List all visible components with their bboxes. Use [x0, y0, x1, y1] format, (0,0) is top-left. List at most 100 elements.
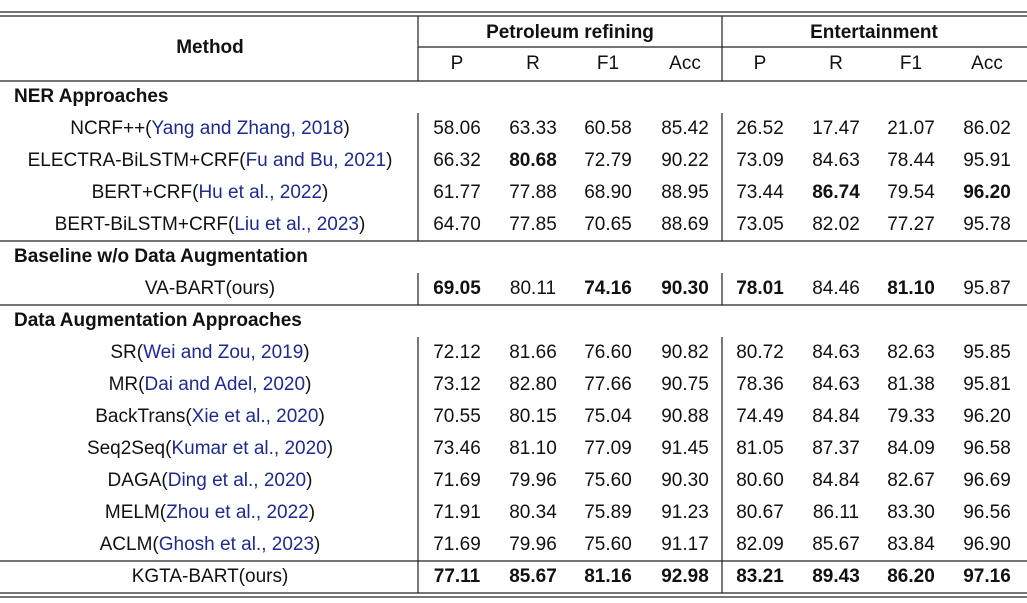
method-name: BackTrans(Xie et al., 2020) [95, 406, 325, 427]
value-cell: 84.63 [812, 374, 860, 395]
value-cell: 75.60 [584, 470, 632, 491]
value-cell: 82.02 [812, 214, 860, 235]
method-name: MR(Dai and Adel, 2020) [109, 374, 312, 395]
value-cell: 73.46 [433, 438, 481, 459]
method-name: ACLM(Ghosh et al., 2023) [100, 534, 321, 555]
value-cell: 75.04 [584, 406, 632, 427]
value-cell: 17.47 [812, 118, 860, 139]
citation: Fu and Bu, 2021 [246, 150, 387, 171]
method-text: NCRF++( [70, 118, 152, 139]
value-cell: 86.20 [887, 566, 935, 587]
value-cell: 86.11 [813, 502, 859, 523]
value-cell: 72.12 [433, 342, 481, 363]
method-text: ACLM( [100, 534, 160, 555]
group-header: Petroleum refining [486, 22, 654, 43]
value-cell: 74.16 [584, 278, 632, 299]
method-text: ) [327, 438, 333, 459]
value-cell: 72.79 [584, 150, 632, 171]
value-cell: 75.89 [584, 502, 632, 523]
method-name: BERT+CRF(Hu et al., 2022) [92, 182, 329, 203]
citation: Dai and Adel, 2020 [144, 374, 305, 395]
method-text: ) [306, 470, 312, 491]
value-cell: 97.16 [963, 566, 1011, 587]
metric-header: P [451, 53, 464, 74]
value-cell: 63.33 [509, 118, 557, 139]
value-cell: 64.70 [433, 214, 481, 235]
value-cell: 86.02 [963, 118, 1011, 139]
method-text: KGTA-BART(ours) [132, 566, 289, 587]
value-cell: 80.11 [510, 278, 556, 299]
value-cell: 96.90 [963, 534, 1011, 555]
value-cell: 77.88 [509, 182, 557, 203]
value-cell: 73.05 [736, 214, 784, 235]
citation: Hu et al., 2022 [198, 182, 322, 203]
citation: Ding et al., 2020 [168, 470, 306, 491]
value-cell: 90.22 [661, 150, 709, 171]
citation: Kumar et al., 2020 [171, 438, 326, 459]
method-text: ) [386, 150, 392, 171]
value-cell: 80.67 [736, 502, 784, 523]
method-text: MELM( [105, 502, 167, 523]
value-cell: 91.45 [661, 438, 709, 459]
value-cell: 96.20 [963, 182, 1011, 203]
value-cell: 26.52 [736, 118, 784, 139]
value-cell: 79.33 [887, 406, 935, 427]
value-cell: 70.55 [433, 406, 481, 427]
method-text: BERT+CRF( [92, 182, 199, 203]
method-text: ) [314, 534, 320, 555]
value-cell: 90.82 [661, 342, 709, 363]
method-name: DAGA(Ding et al., 2020) [108, 470, 313, 491]
value-cell: 76.60 [584, 342, 632, 363]
value-cell: 78.44 [887, 150, 935, 171]
value-cell: 82.67 [887, 470, 935, 491]
value-cell: 81.16 [584, 566, 632, 587]
method-name: MELM(Zhou et al., 2022) [105, 502, 315, 523]
citation: Zhou et al., 2022 [166, 502, 309, 523]
value-cell: 61.77 [433, 182, 481, 203]
value-cell: 73.12 [433, 374, 481, 395]
value-cell: 78.36 [736, 374, 784, 395]
value-cell: 81.05 [736, 438, 784, 459]
value-cell: 82.09 [736, 534, 784, 555]
method-name: NCRF++(Yang and Zhang, 2018) [70, 118, 350, 139]
value-cell: 73.44 [736, 182, 784, 203]
method-name: BERT-BiLSTM+CRF(Liu et al., 2023) [55, 214, 366, 235]
value-cell: 95.85 [963, 342, 1011, 363]
value-cell: 84.84 [812, 470, 860, 491]
method-text: SR( [110, 342, 143, 363]
value-cell: 85.42 [661, 118, 709, 139]
metric-header: F1 [597, 53, 619, 74]
value-cell: 96.56 [963, 502, 1011, 523]
value-cell: 79.96 [509, 470, 557, 491]
value-cell: 90.88 [661, 406, 709, 427]
value-cell: 82.63 [887, 342, 935, 363]
method-name: KGTA-BART(ours) [132, 566, 289, 587]
value-cell: 80.68 [509, 150, 557, 171]
value-cell: 84.84 [812, 406, 860, 427]
method-text: MR( [109, 374, 146, 395]
value-cell: 58.06 [433, 118, 481, 139]
citation: Yang and Zhang, 2018 [152, 118, 344, 139]
metric-header: P [754, 53, 767, 74]
value-cell: 21.07 [887, 118, 935, 139]
header-method: Method [176, 37, 244, 58]
value-cell: 83.84 [887, 534, 935, 555]
value-cell: 80.34 [509, 502, 557, 523]
value-cell: 69.05 [433, 278, 481, 299]
value-cell: 84.63 [812, 150, 860, 171]
value-cell: 81.10 [509, 438, 557, 459]
method-name: VA-BART(ours) [145, 278, 275, 299]
method-text: ) [305, 374, 311, 395]
value-cell: 70.65 [584, 214, 632, 235]
value-cell: 81.66 [509, 342, 557, 363]
value-cell: 77.09 [584, 438, 632, 459]
method-text: VA-BART(ours) [145, 278, 275, 299]
citation: Wei and Zou, 2019 [143, 342, 303, 363]
method-text: DAGA( [108, 470, 169, 491]
value-cell: 78.01 [736, 278, 784, 299]
metric-header: Acc [971, 53, 1003, 74]
value-cell: 95.87 [963, 278, 1011, 299]
value-cell: 82.80 [509, 374, 557, 395]
value-cell: 80.15 [509, 406, 557, 427]
value-cell: 81.10 [887, 278, 935, 299]
